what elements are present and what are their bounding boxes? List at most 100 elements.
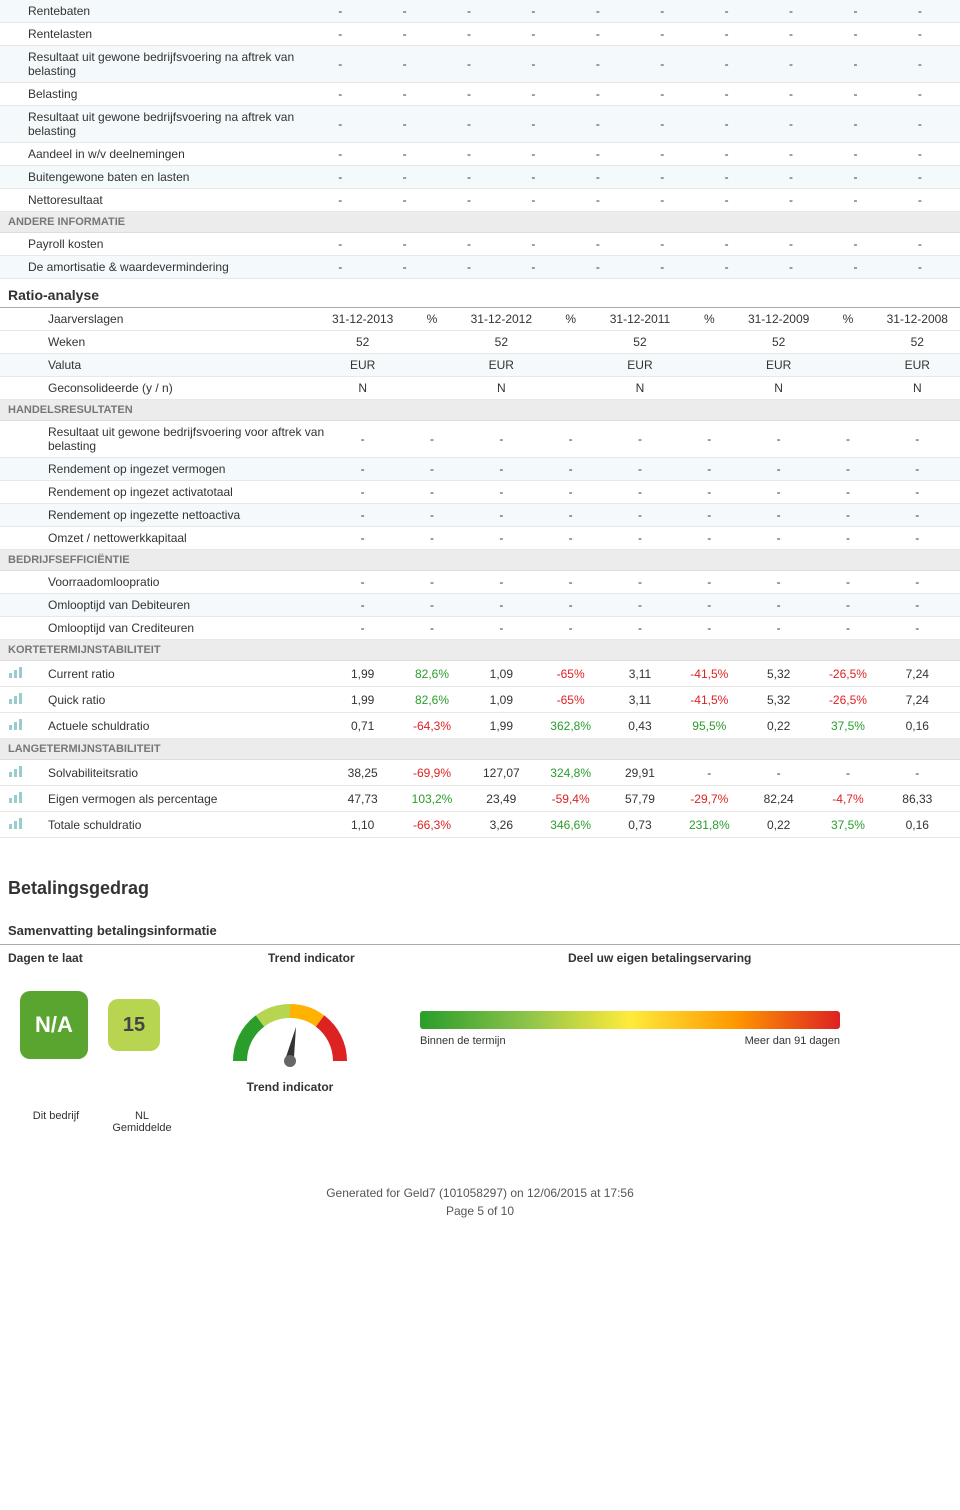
cell: - xyxy=(823,4,887,18)
cell: N xyxy=(467,381,536,395)
table-row: Quick ratio1,9982,6%1,09-65%3,11-41,5%5,… xyxy=(0,687,960,713)
cell: 346,6% xyxy=(536,818,605,832)
cell: - xyxy=(888,170,952,184)
cell: 3,26 xyxy=(467,818,536,832)
cell: - xyxy=(372,117,436,131)
cell: - xyxy=(566,4,630,18)
cell: -41,5% xyxy=(675,667,744,681)
cell: - xyxy=(566,147,630,161)
cell: - xyxy=(372,4,436,18)
row-label: Current ratio xyxy=(28,667,328,681)
gauge-label: Trend indicator xyxy=(220,1080,360,1094)
cell: - xyxy=(308,57,372,71)
cell: - xyxy=(536,575,605,589)
cell: - xyxy=(328,485,397,499)
cell: - xyxy=(328,621,397,635)
cell: - xyxy=(630,193,694,207)
cell: - xyxy=(467,432,536,446)
cell: - xyxy=(501,193,565,207)
table-row: Nettoresultaat---------- xyxy=(0,189,960,212)
cell: - xyxy=(675,508,744,522)
cell: - xyxy=(813,598,882,612)
cell: - xyxy=(823,193,887,207)
cell: 38,25 xyxy=(328,766,397,780)
payment-widgets-row: N/A 15 Trend indicator Binnen de termijn… xyxy=(0,971,960,1104)
cell: - xyxy=(328,432,397,446)
table-row: Resultaat uit gewone bedrijfsvoering na … xyxy=(0,106,960,143)
row-label: Aandeel in w/v deelnemingen xyxy=(8,147,308,161)
page-footer: Generated for Geld7 (101058297) on 12/06… xyxy=(0,1154,960,1230)
row-label: Buitengewone baten en lasten xyxy=(8,170,308,184)
payment-summary-title: Samenvatting betalingsinformatie xyxy=(0,915,960,945)
cell: - xyxy=(372,147,436,161)
category-row: ANDERE INFORMATIE xyxy=(0,212,960,233)
cell: - xyxy=(759,87,823,101)
cell: 1,09 xyxy=(467,667,536,681)
cell: 23,49 xyxy=(467,792,536,806)
cell: - xyxy=(888,117,952,131)
financial-data-table: Rentebaten----------Rentelasten---------… xyxy=(0,0,960,279)
cell: - xyxy=(501,170,565,184)
cell: - xyxy=(630,57,694,71)
cell: - xyxy=(675,432,744,446)
cell: - xyxy=(501,87,565,101)
cell: - xyxy=(605,508,674,522)
cell: - xyxy=(536,485,605,499)
cell: - xyxy=(823,170,887,184)
category-row: KORTETERMIJNSTABILITEIT xyxy=(0,640,960,661)
cell: - xyxy=(630,260,694,274)
cell: - xyxy=(308,193,372,207)
badge-this-company: N/A xyxy=(20,991,88,1059)
cell: - xyxy=(888,57,952,71)
ratio-section-title: Ratio-analyse xyxy=(0,279,960,308)
cell: EUR xyxy=(467,358,536,372)
cell: - xyxy=(328,462,397,476)
badge-nl-average: 15 xyxy=(108,999,160,1051)
cell: - xyxy=(501,260,565,274)
cell: - xyxy=(605,575,674,589)
table-row: Rendement op ingezet vermogen--------- xyxy=(0,458,960,481)
label-this-company: Dit bedrijf xyxy=(20,1110,92,1134)
row-label: Rentebaten xyxy=(8,4,308,18)
col-share-exp: Deel uw eigen betalingservaring xyxy=(568,951,952,965)
cell: - xyxy=(566,27,630,41)
cell: - xyxy=(566,87,630,101)
cell: - xyxy=(759,4,823,18)
header-cell: % xyxy=(536,312,605,326)
row-label: Valuta xyxy=(28,358,328,372)
cell: - xyxy=(759,117,823,131)
cell: - xyxy=(437,170,501,184)
row-label: Eigen vermogen als percentage xyxy=(28,792,328,806)
cell: - xyxy=(744,621,813,635)
row-label: Geconsolideerde (y / n) xyxy=(28,381,328,395)
cell: 0,22 xyxy=(744,719,813,733)
cell: - xyxy=(823,260,887,274)
table-row: Totale schuldratio1,10-66,3%3,26346,6%0,… xyxy=(0,812,960,838)
cell: - xyxy=(501,4,565,18)
cell: 7,24 xyxy=(883,667,952,681)
cell: 1,99 xyxy=(328,693,397,707)
cell: - xyxy=(744,598,813,612)
cell: - xyxy=(437,57,501,71)
cell: -4,7% xyxy=(813,792,882,806)
cell: - xyxy=(397,432,466,446)
cell: - xyxy=(675,766,744,780)
cell: - xyxy=(694,117,758,131)
cell: - xyxy=(694,87,758,101)
col-trend: Trend indicator xyxy=(268,951,568,965)
cell: - xyxy=(744,508,813,522)
cell: - xyxy=(467,531,536,545)
cell: 0,16 xyxy=(883,719,952,733)
category-row: HANDELSRESULTATEN xyxy=(0,400,960,421)
cell: 0,43 xyxy=(605,719,674,733)
cell: 82,24 xyxy=(744,792,813,806)
cell: N xyxy=(883,381,952,395)
cell: - xyxy=(536,462,605,476)
cell: - xyxy=(566,117,630,131)
row-label: Rentelasten xyxy=(8,27,308,41)
cell: - xyxy=(675,598,744,612)
cell: - xyxy=(328,575,397,589)
row-label: Nettoresultaat xyxy=(8,193,308,207)
cell: -65% xyxy=(536,667,605,681)
row-label: Actuele schuldratio xyxy=(28,719,328,733)
